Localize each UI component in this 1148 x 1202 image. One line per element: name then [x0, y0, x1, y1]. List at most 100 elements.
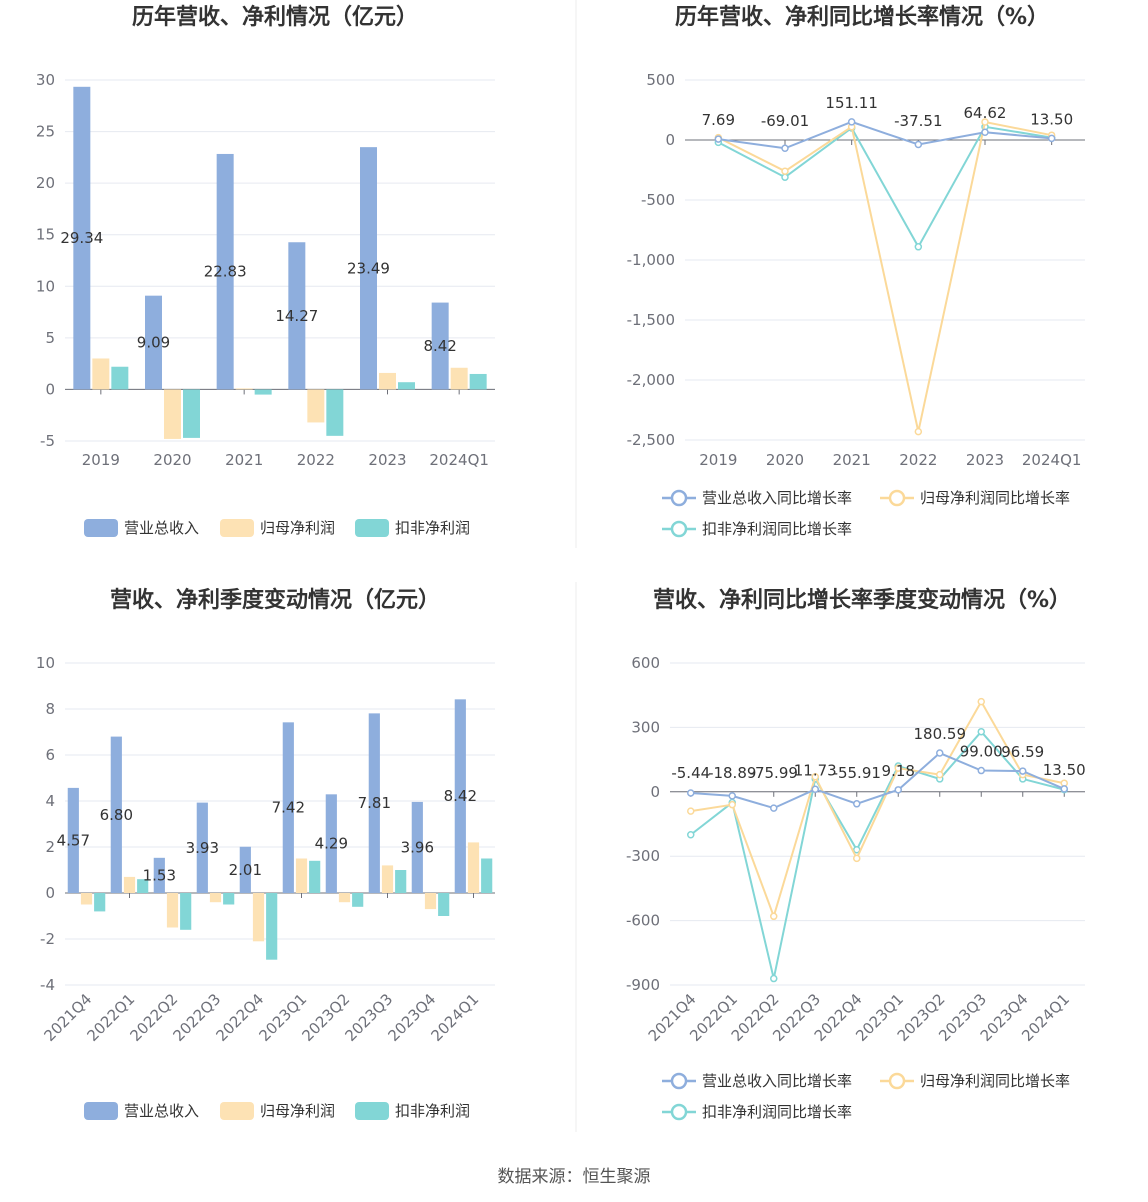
y-tick-label: 5 — [45, 329, 55, 347]
line-point — [714, 135, 723, 143]
legend-marker — [670, 489, 688, 507]
line-point — [914, 140, 923, 149]
bar-营业总收入 — [110, 736, 122, 893]
legend-marker — [670, 520, 688, 538]
chart-title: 营收、净利同比增长率季度变动情况（%） — [653, 587, 1071, 613]
bar-归母净利润 — [338, 893, 351, 903]
x-tick-label: 2021 — [225, 451, 263, 469]
legend-item[interactable]: 扣非净利润 — [355, 519, 470, 537]
legend-item[interactable]: 归母净利润 — [220, 519, 335, 537]
bar-value-label: 7.81 — [358, 794, 391, 812]
bar-归母净利润 — [166, 893, 179, 928]
bar-归母净利润 — [123, 876, 136, 893]
y-tick-label: -2 — [40, 930, 55, 948]
line-point — [728, 800, 736, 809]
bar-扣非净利润 — [254, 389, 272, 395]
bar-value-label: 7.42 — [272, 799, 305, 817]
bar-归母净利润 — [80, 893, 93, 905]
line-point — [914, 427, 923, 436]
chart-panel-3: 营收、净利季度变动情况（亿元）-4-202468102021Q42022Q120… — [36, 587, 495, 1120]
point-value-label: 13.50 — [1030, 110, 1073, 128]
bar-value-label: 8.42 — [444, 787, 477, 805]
legend-item[interactable]: 归母净利润 — [220, 1102, 335, 1120]
legend-item[interactable]: 归母净利润同比增长率 — [880, 1072, 1070, 1090]
y-tick-label: 8 — [45, 700, 55, 718]
legend-item[interactable]: 扣非净利润同比增长率 — [662, 520, 852, 538]
legend-marker — [888, 489, 906, 507]
line-point — [894, 786, 902, 794]
legend-label: 扣非净利润同比增长率 — [702, 1103, 852, 1121]
bar-扣非净利润 — [94, 893, 106, 912]
y-tick-label: -2,000 — [627, 371, 675, 389]
line-point — [977, 766, 985, 775]
legend-swatch — [84, 1102, 118, 1120]
bar-营业总收入 — [239, 846, 251, 893]
bar-归母净利润 — [467, 842, 480, 893]
y-tick-label: 500 — [646, 71, 675, 89]
bar-value-label: 3.93 — [186, 839, 219, 857]
bar-扣非净利润 — [469, 373, 487, 390]
y-tick-label: 20 — [36, 174, 55, 192]
line-point — [1019, 767, 1027, 775]
point-value-label: -18.89 — [708, 764, 756, 782]
y-tick-label: 300 — [631, 718, 660, 736]
legend-marker — [888, 1072, 906, 1090]
bar-归母净利润 — [92, 358, 110, 390]
data-source-note: 数据来源：恒生聚源 — [498, 1167, 651, 1187]
legend-marker — [670, 1072, 688, 1090]
legend-item[interactable]: 扣非净利润同比增长率 — [662, 1103, 852, 1121]
chart-title: 历年营收、净利情况（亿元） — [132, 4, 418, 30]
bar-营业总收入 — [67, 787, 79, 893]
line-point — [811, 773, 819, 781]
point-value-label: -69.01 — [761, 112, 809, 130]
bar-营业总收入 — [216, 153, 234, 390]
chart-panel-4: 营收、净利同比增长率季度变动情况（%）-900-600-300030060020… — [626, 587, 1086, 1121]
bar-归母净利润 — [252, 893, 265, 942]
bar-营业总收入 — [145, 295, 162, 390]
line-point — [1060, 785, 1068, 793]
x-tick-label: 2023 — [966, 451, 1004, 469]
bar-value-label: 23.49 — [347, 259, 390, 277]
y-tick-label: -900 — [626, 976, 660, 994]
y-tick-label: -1,500 — [627, 311, 675, 329]
legend-item[interactable]: 扣非净利润 — [355, 1102, 470, 1120]
line-point — [728, 792, 736, 800]
bar-扣非净利润 — [438, 893, 450, 916]
bar-营业总收入 — [360, 147, 377, 390]
bar-营业总收入 — [153, 857, 165, 893]
line-point — [936, 749, 944, 757]
line-point — [977, 697, 985, 706]
chart-title: 营收、净利季度变动情况（亿元） — [110, 587, 440, 613]
bar-扣非净利润 — [481, 858, 493, 893]
line-归母净利润同比增长率 — [690, 699, 1065, 920]
line-point — [914, 243, 923, 251]
y-tick-label: 2 — [45, 838, 55, 856]
bar-扣非净利润 — [266, 893, 278, 960]
bar-归母净利润 — [235, 388, 253, 390]
bar-value-label: 4.57 — [57, 831, 90, 849]
bar-value-label: 8.42 — [423, 337, 456, 355]
legend-label: 扣非净利润 — [395, 1102, 470, 1120]
x-tick-label: 2022 — [899, 451, 937, 469]
point-value-label: 180.59 — [914, 725, 967, 743]
y-tick-label: -5 — [40, 432, 55, 450]
line-point — [770, 974, 778, 983]
legend-item[interactable]: 营业总收入 — [84, 1102, 199, 1120]
y-tick-label: 6 — [45, 746, 55, 764]
bar-扣非净利润 — [223, 893, 235, 905]
legend-item[interactable]: 营业总收入同比增长率 — [662, 1072, 852, 1090]
legend-item[interactable]: 归母净利润同比增长率 — [880, 489, 1070, 507]
legend-item[interactable]: 营业总收入 — [84, 519, 199, 537]
bar-value-label: 22.83 — [204, 263, 247, 281]
bar-营业总收入 — [282, 722, 294, 893]
legend-label: 归母净利润 — [260, 1102, 335, 1120]
y-tick-label: 0 — [45, 380, 55, 398]
y-tick-label: 0 — [650, 783, 660, 801]
line-point — [847, 118, 856, 126]
line-扣非净利润同比增长率 — [690, 730, 1065, 979]
line-point — [894, 764, 902, 772]
legend-item[interactable]: 营业总收入同比增长率 — [662, 489, 852, 507]
bar-扣非净利润 — [183, 389, 200, 438]
point-value-label: -5.44 — [671, 764, 710, 782]
